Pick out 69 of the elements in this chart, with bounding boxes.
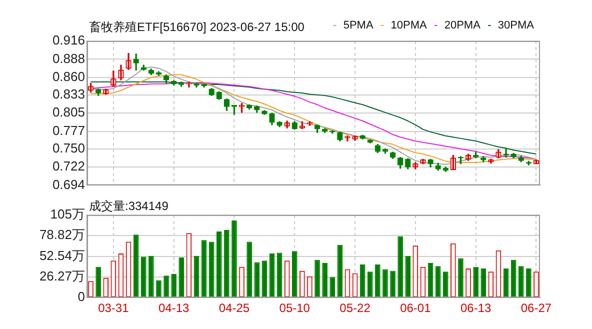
bar xyxy=(216,232,222,298)
bar xyxy=(164,276,169,298)
bar xyxy=(503,268,509,298)
y-tick-label: 52.54万 xyxy=(39,248,85,263)
x-tick-label: 04-13 xyxy=(158,301,190,316)
legend-label: 30PMA xyxy=(498,20,535,32)
y-tick-label: 26.27万 xyxy=(39,268,85,284)
chart-title: 成交量:334149 xyxy=(89,199,169,213)
bar xyxy=(178,257,184,298)
legend-label: 5PMA xyxy=(343,20,374,32)
bar xyxy=(526,268,532,298)
bar xyxy=(382,269,388,298)
bar xyxy=(246,242,252,298)
bar xyxy=(171,274,176,298)
bar xyxy=(458,258,464,298)
legend-label: 20PMA xyxy=(444,20,482,32)
bar xyxy=(405,256,411,298)
bar xyxy=(232,220,237,298)
bar xyxy=(140,256,146,298)
bar xyxy=(435,266,441,298)
bar xyxy=(367,272,373,298)
bar xyxy=(337,244,343,298)
x-tick-label: 06-01 xyxy=(400,301,432,316)
x-tick-label: 06-27 xyxy=(520,301,552,316)
bar xyxy=(194,256,200,298)
bar xyxy=(269,254,275,298)
bar xyxy=(314,260,320,298)
y-tick-label: 78.82万 xyxy=(39,227,85,242)
bar xyxy=(224,230,230,298)
x-tick-label: 05-22 xyxy=(340,301,371,316)
bar xyxy=(276,252,282,298)
y-tick-label: 0.694 xyxy=(52,176,85,192)
y-tick-label: 0 xyxy=(78,289,85,304)
bar xyxy=(428,262,434,298)
y-tick-label: 0.833 xyxy=(52,86,85,102)
bar xyxy=(473,266,478,298)
bar xyxy=(156,280,162,298)
x-tick-label: 06-13 xyxy=(460,301,492,316)
bar xyxy=(133,234,139,298)
bar xyxy=(96,266,101,298)
bar xyxy=(148,256,154,298)
bar xyxy=(390,270,396,298)
bar xyxy=(254,262,260,298)
bar xyxy=(442,272,448,298)
y-tick-label: 105万 xyxy=(50,206,85,222)
bar xyxy=(360,264,366,298)
bar xyxy=(262,260,268,298)
y-tick-label: 0.722 xyxy=(52,158,85,174)
y-tick-label: 0.777 xyxy=(52,122,85,138)
bar xyxy=(322,262,328,298)
y-tick-label: 0.860 xyxy=(52,68,85,84)
bar xyxy=(330,277,336,298)
y-tick-label: 0.750 xyxy=(52,140,85,156)
bar xyxy=(398,236,403,298)
bar xyxy=(201,240,207,298)
y-tick-label: 0.888 xyxy=(52,50,85,66)
legend-label: 10PMA xyxy=(390,20,428,32)
bar xyxy=(510,260,516,298)
chart-title: 畜牧养殖ETF[516670] 2023-06-27 15:00 xyxy=(89,20,305,34)
bar xyxy=(292,251,298,298)
bar xyxy=(208,242,214,298)
y-tick-label: 0.916 xyxy=(52,32,85,48)
bar xyxy=(518,266,524,298)
x-tick-label: 03-31 xyxy=(98,301,130,316)
x-tick-label: 05-10 xyxy=(279,301,310,316)
bar xyxy=(480,268,486,298)
bar xyxy=(375,264,380,298)
y-tick-label: 0.805 xyxy=(52,104,85,120)
x-tick-label: 04-25 xyxy=(218,301,250,316)
